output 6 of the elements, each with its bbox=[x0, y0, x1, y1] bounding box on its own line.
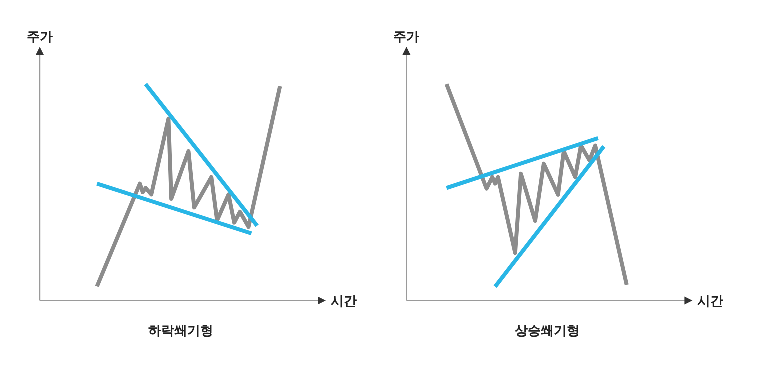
y-axis-title: 주가 bbox=[394, 30, 420, 45]
x-axis-title: 시간 bbox=[698, 294, 724, 310]
text: 상승쐐기형 bbox=[515, 324, 580, 339]
y-axis-title: 주가 bbox=[27, 30, 53, 45]
x-axis-title: 시간 bbox=[331, 294, 357, 310]
text: 하락쐐기형 bbox=[148, 324, 214, 339]
